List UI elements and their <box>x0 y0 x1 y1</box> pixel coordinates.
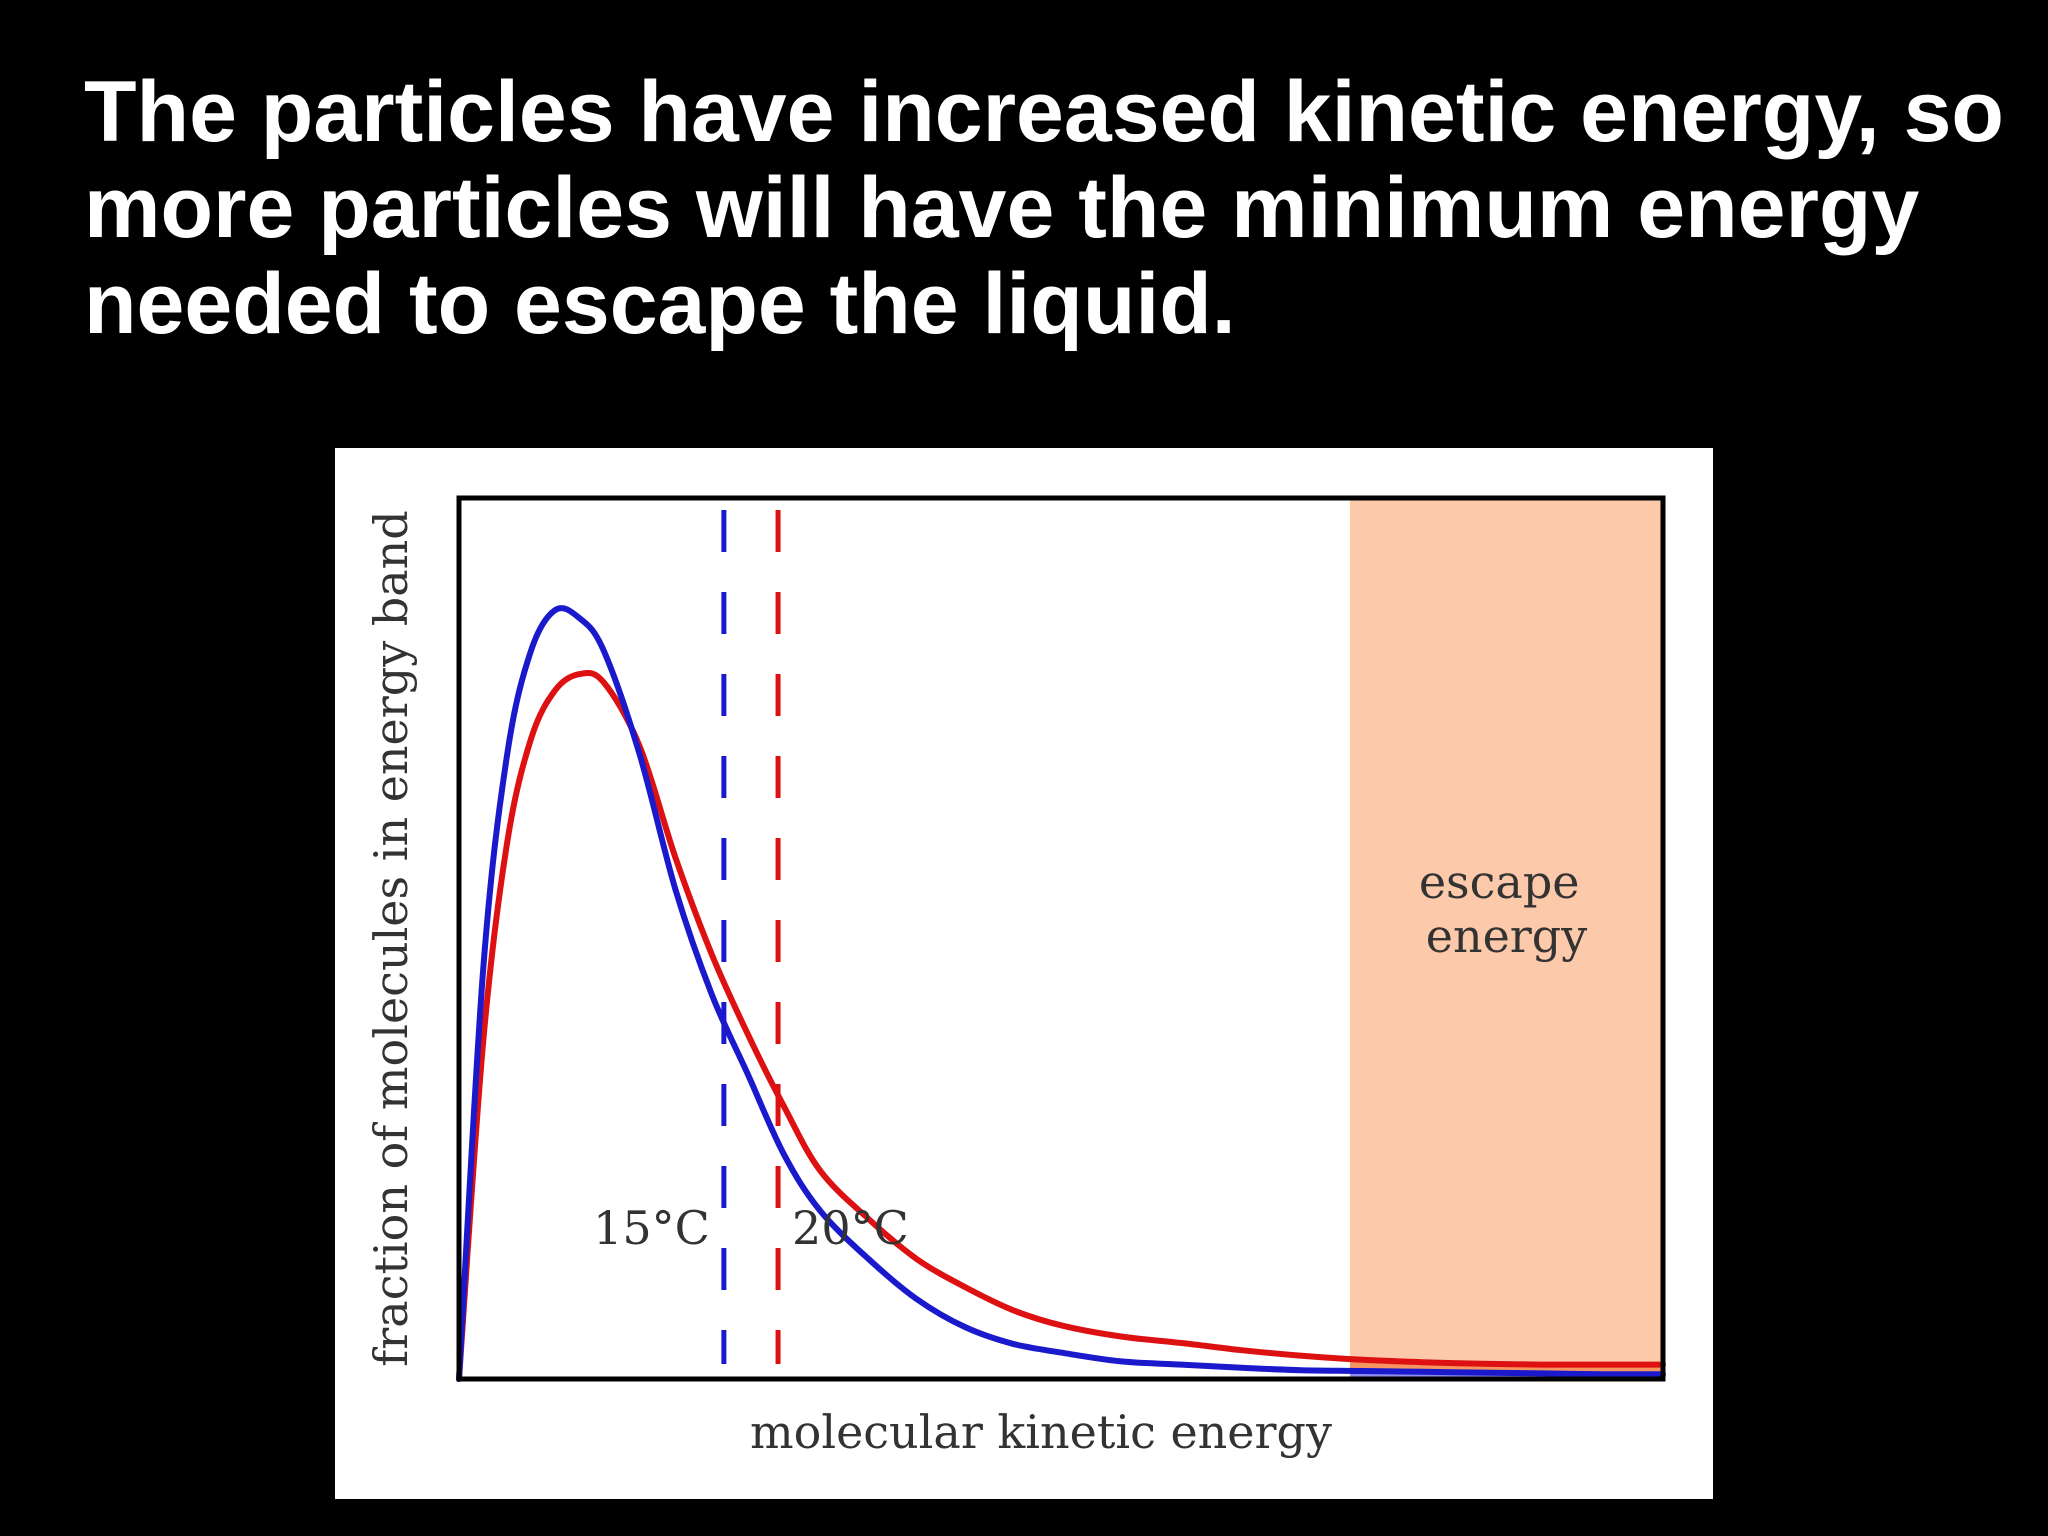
x-axis-label: molecular kinetic energy <box>750 1405 1332 1459</box>
marker-label-20c: 20°C <box>792 1201 909 1255</box>
escape-label-line1: escape <box>1419 855 1580 909</box>
distribution-chart: escape energy 15°C 20°C molecular kineti… <box>364 495 1666 1459</box>
y-axis-label: fraction of molecules in energy band <box>364 510 418 1367</box>
series-line-15c <box>456 605 1666 1382</box>
escape-energy-label: escape energy <box>1419 855 1594 963</box>
marker-label-15c: 15°C <box>593 1201 710 1255</box>
escape-label-line2: energy <box>1426 909 1588 963</box>
chart-panel: escape energy 15°C 20°C molecular kineti… <box>335 448 1713 1499</box>
series-line-20c <box>456 669 1666 1382</box>
slide-title: The particles have increased kinetic ene… <box>84 64 2004 352</box>
escape-energy-region <box>1349 498 1663 1379</box>
plot-frame <box>456 495 1666 1382</box>
